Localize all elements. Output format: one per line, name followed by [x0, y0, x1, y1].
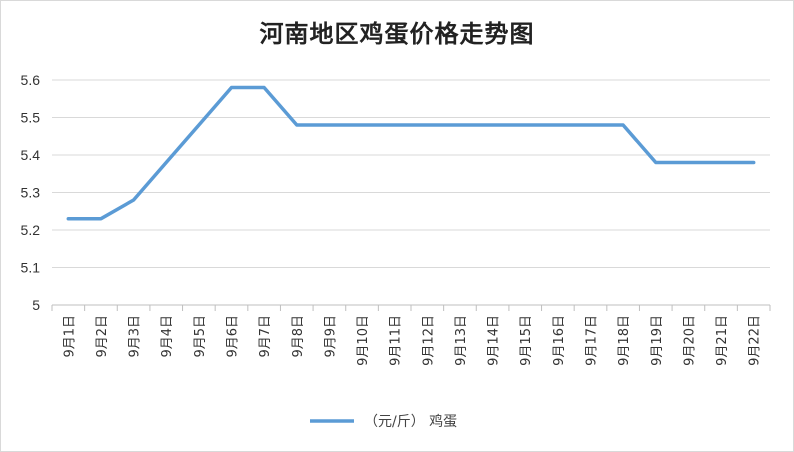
y-tick-label: 5.6 [21, 72, 41, 88]
x-tick-label: 9月13日 [454, 315, 469, 366]
x-tick-label: 9月6日 [226, 315, 241, 358]
x-tick-label: 9月12日 [421, 315, 436, 366]
x-tick-label: 9月1日 [62, 315, 77, 358]
y-tick-label: 5.1 [21, 260, 41, 276]
y-tick-labels: 5 5.1 5.2 5.3 5.4 5.5 5.6 [21, 72, 41, 313]
x-tick-label: 9月19日 [650, 315, 665, 366]
x-tick-label: 9月9日 [323, 315, 338, 358]
x-tick-labels: 9月1日 9月2日 9月3日 9月4日 9月5日 9月6日 9月7日 9月8日 9月9日 9月10… [62, 315, 762, 366]
x-tick-label: 9月2日 [95, 315, 110, 358]
x-tick-label: 9月20日 [682, 315, 697, 366]
y-tick-label: 5.4 [21, 147, 41, 163]
x-tick-label: 9月4日 [160, 315, 175, 358]
x-tick-label: 9月11日 [389, 315, 404, 366]
y-tick-label: 5.5 [21, 110, 41, 126]
x-tick-label: 9月21日 [715, 315, 730, 366]
x-tick-label: 9月3日 [128, 315, 143, 358]
y-tick-label: 5.2 [21, 222, 41, 238]
x-tick-label: 9月5日 [193, 315, 208, 358]
chart-title: 河南地区鸡蛋价格走势图 [259, 19, 535, 48]
x-tick-label: 9月16日 [552, 315, 567, 366]
x-tick-label: 9月18日 [617, 315, 632, 366]
series-line [66, 85, 756, 221]
series-lines [66, 85, 756, 221]
x-tick-label: 9月7日 [258, 315, 273, 358]
x-tick-label: 9月8日 [291, 315, 306, 358]
x-tick-label: 9月15日 [519, 315, 534, 366]
y-tick-label: 5.3 [21, 185, 41, 201]
x-tick-label: 9月17日 [585, 315, 600, 366]
x-tick-label: 9月10日 [356, 315, 371, 366]
x-tick-label: 9月14日 [487, 315, 502, 366]
y-tick-label: 5 [32, 297, 40, 313]
gridlines [52, 79, 770, 268]
legend: （元/斤） 鸡蛋 [310, 413, 457, 430]
axes [51, 304, 771, 311]
legend-label: （元/斤） 鸡蛋 [364, 413, 457, 430]
x-tick-label: 9月22日 [748, 315, 763, 366]
